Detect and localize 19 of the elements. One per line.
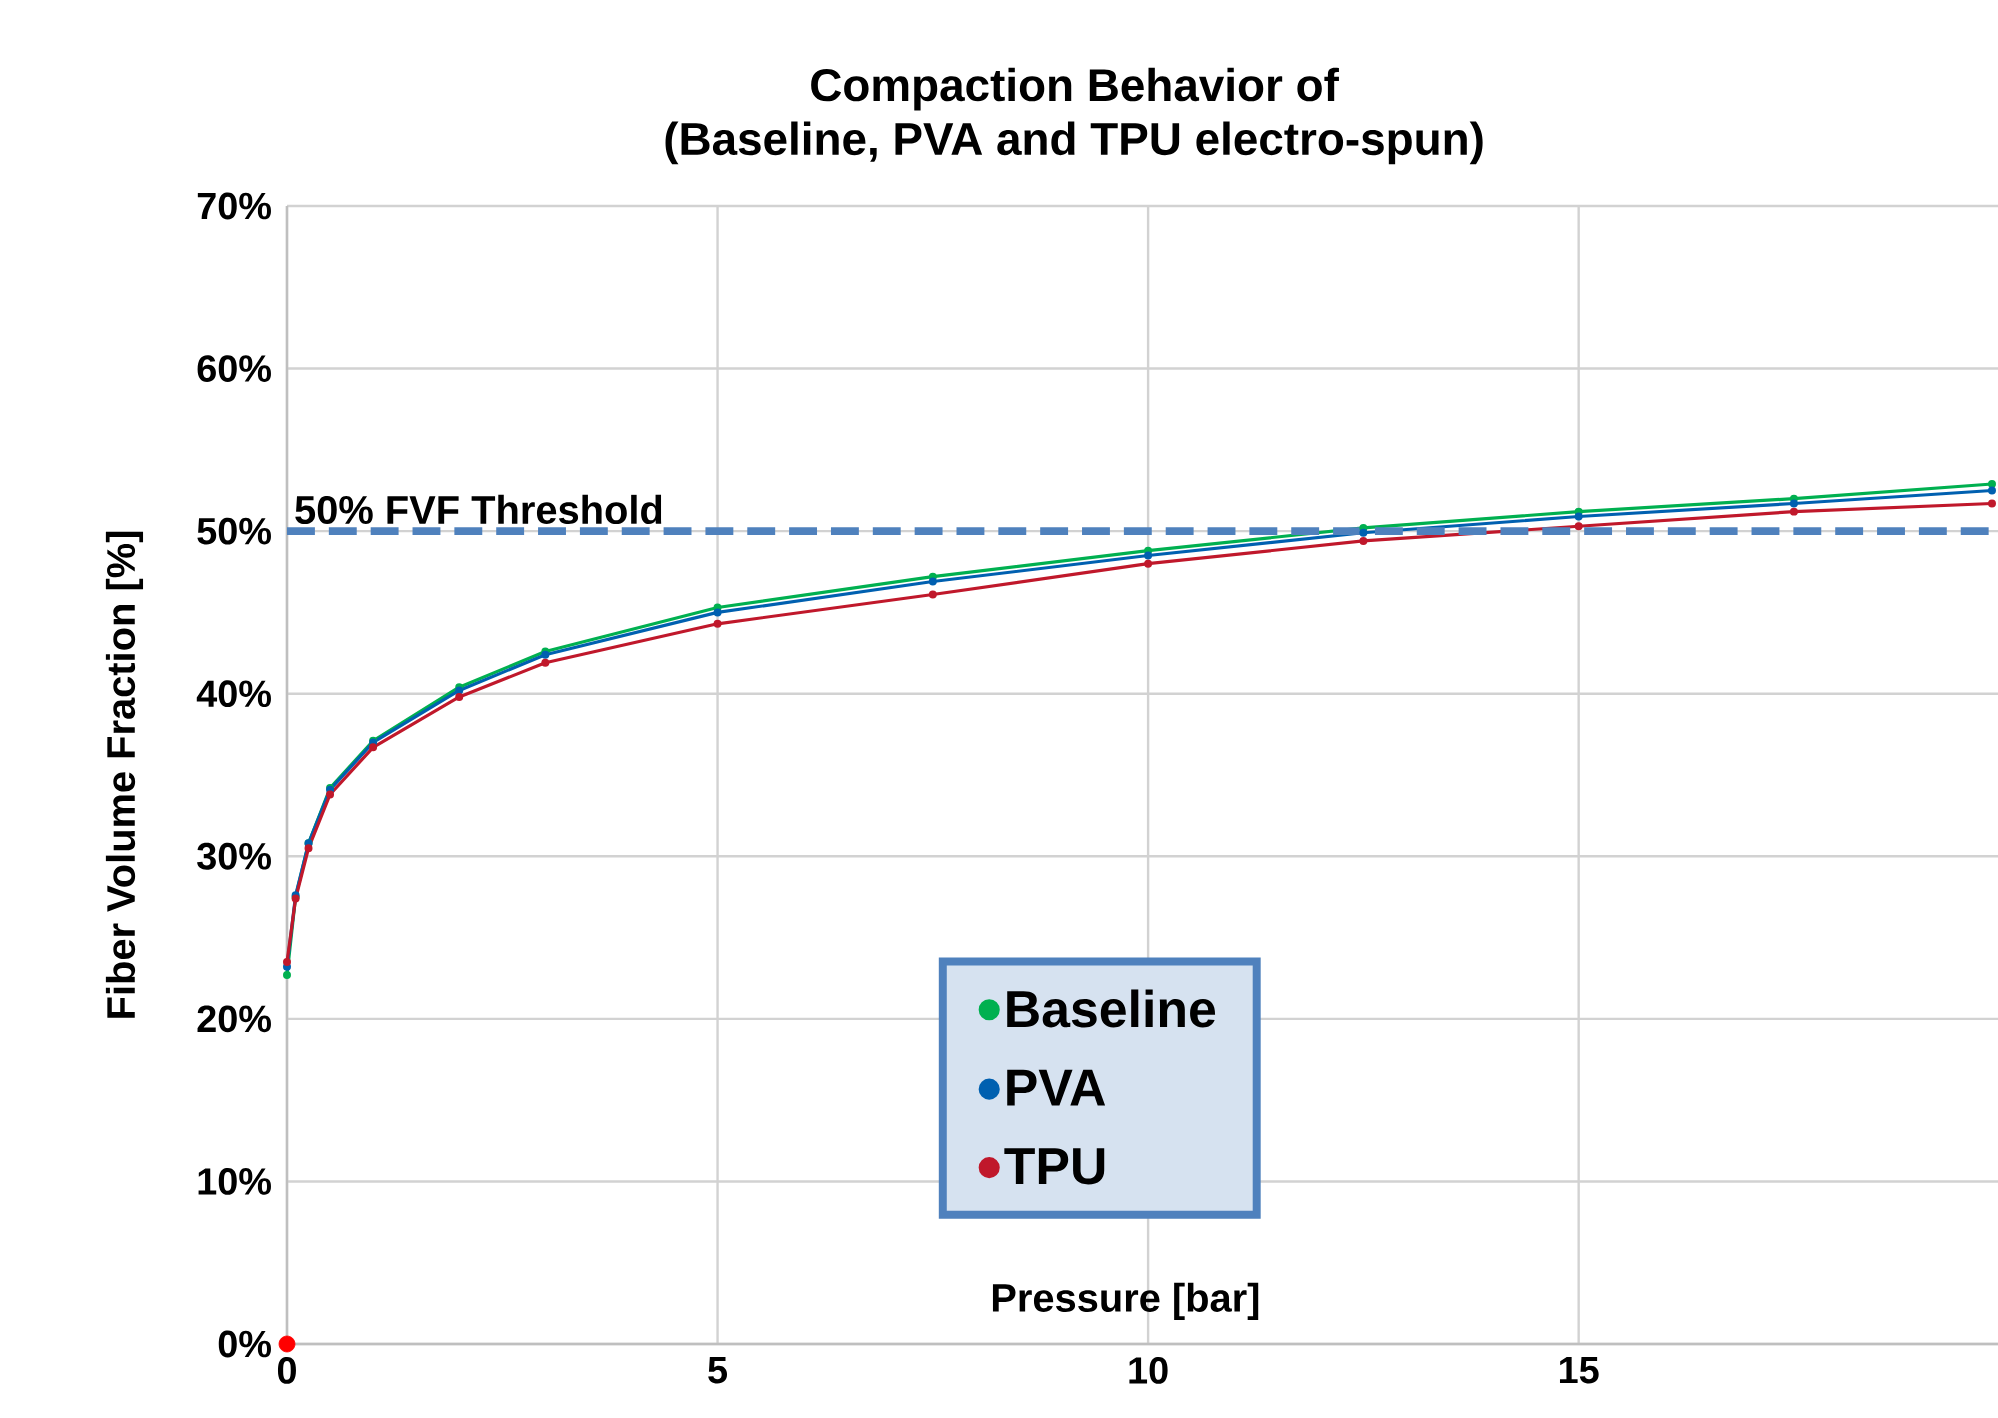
x-tick-label: 15	[1559, 1357, 1599, 1384]
ref-line-label: 50% FVF Threshold	[295, 494, 662, 525]
y-tick-label: 40%	[196, 680, 271, 708]
y-tick-label: 10%	[198, 1168, 271, 1195]
y-tick-label: 30%	[197, 842, 271, 870]
y-tick-label: 20%	[197, 1005, 271, 1033]
x-tick-label: 0	[277, 1357, 296, 1384]
y-tick-label: 0%	[218, 1330, 271, 1358]
y-tick-label: 70%	[197, 192, 271, 220]
y-tick-label: 60%	[197, 355, 271, 382]
chart-title: Compaction Behavior of (Baseline, PVA and TPU electro-spun)	[665, 67, 1483, 165]
legend-label: TPU	[1004, 1148, 1105, 1185]
legend-label: Baseline	[1007, 989, 1216, 1028]
x-tick-label: 10	[1129, 1357, 1168, 1384]
y-tick-label: 50%	[197, 517, 271, 545]
legend-label: PVA	[1007, 1069, 1106, 1106]
x-axis-title: Pressure [bar]	[992, 1282, 1259, 1320]
y-axis-title: Fiber Volume Fraction [%]	[105, 531, 144, 1018]
x-tick-label: 5	[708, 1357, 728, 1384]
